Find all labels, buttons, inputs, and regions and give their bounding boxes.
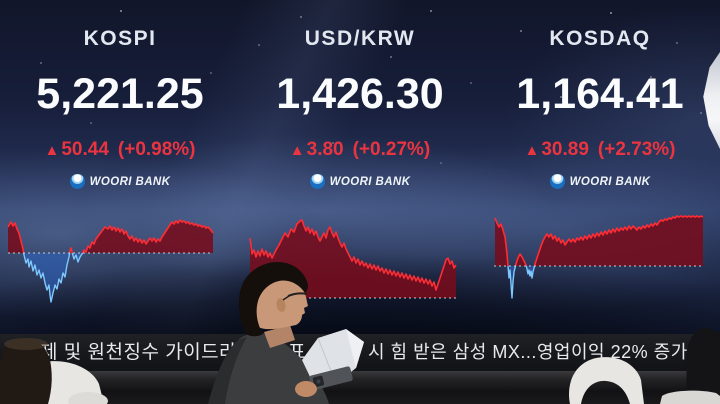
change-percent: (+2.73%) (597, 139, 676, 160)
usdkrw-intraday-chart (249, 219, 457, 299)
panel-kospi: KOSPI 5,221.25 ▲ 50.44 (+0.98%) WOORI BANK (0, 0, 240, 212)
index-change: ▲ 30.89 (+2.73%) (480, 139, 720, 161)
index-name: KOSDAQ (549, 27, 651, 50)
woori-bank-logo: WOORI BANK (0, 174, 240, 189)
news-ticker: 제 및 원천징수 가이드라 표 시 힘 받은 삼성 MX...영업이익 22% … (0, 334, 720, 371)
woori-bank-logo: WOORI BANK (480, 174, 720, 189)
woori-bank-label: WOORI BANK (89, 175, 171, 188)
woori-bank-label: WOORI BANK (329, 175, 411, 188)
ticker-text-left: 제 및 원천징수 가이드라 (40, 342, 238, 363)
ticker-next-arrow-icon: ▶ (697, 346, 707, 361)
up-triangle-icon: ▲ (289, 142, 305, 159)
change-value: 3.80 (306, 139, 344, 160)
room-desk-area (0, 371, 720, 404)
kosdaq-intraday-chart (494, 215, 704, 299)
up-triangle-icon: ▲ (524, 142, 540, 159)
change-percent: (+0.27%) (352, 139, 431, 160)
panel-kosdaq: KOSDAQ 1,164.41 ▲ 30.89 (+2.73%) WOORI BAN… (480, 0, 720, 212)
woori-bank-icon (69, 174, 85, 189)
change-value: 50.44 (61, 139, 109, 160)
woori-bank-icon (309, 174, 325, 189)
index-change: ▲ 50.44 (+0.98%) (0, 139, 240, 161)
index-change: ▲ 3.80 (+0.27%) (240, 139, 480, 161)
woori-bank-label: WOORI BANK (569, 175, 651, 188)
up-triangle-icon: ▲ (44, 142, 60, 159)
index-value: 1,164.41 (516, 70, 684, 118)
change-value: 30.89 (541, 139, 589, 160)
panel-usdkrw: USD/KRW 1,426.30 ▲ 3.80 (+0.27%) WOORI BAN… (240, 0, 480, 212)
change-percent: (+0.98%) (117, 139, 196, 160)
index-name: USD/KRW (304, 27, 416, 50)
index-value: 1,426.30 (276, 70, 444, 118)
woori-bank-logo: WOORI BANK (240, 174, 480, 189)
woori-bank-icon (549, 174, 565, 189)
ticker-text-right: 시 힘 받은 삼성 MX...영업이익 22% 증가 (368, 342, 688, 362)
ticker-text-middle: 표 (288, 342, 306, 363)
index-value: 5,221.25 (36, 70, 204, 118)
index-name: KOSPI (83, 27, 157, 50)
kospi-intraday-chart (7, 219, 214, 303)
